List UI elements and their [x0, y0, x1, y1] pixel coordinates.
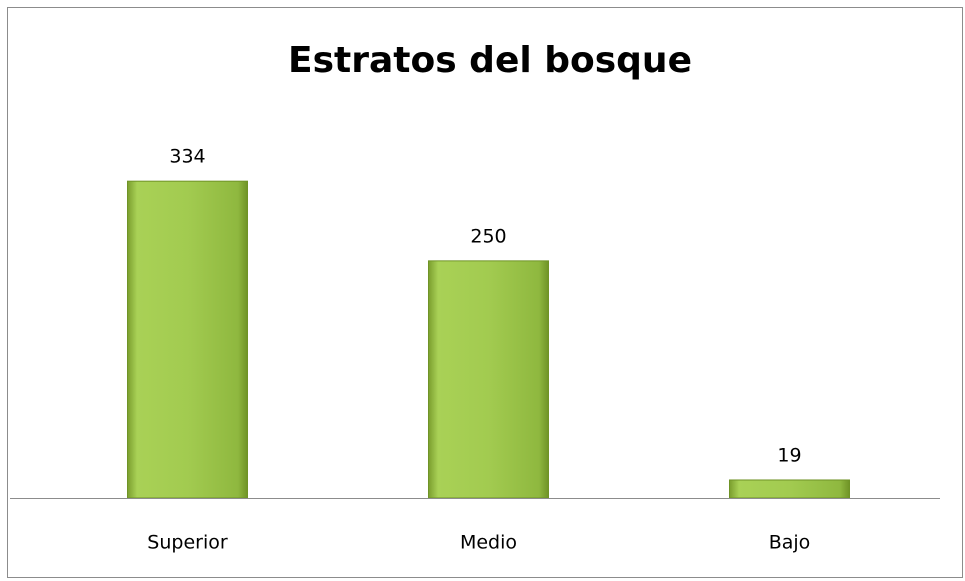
x-tick-label: Medio: [460, 532, 517, 554]
x-tick-label: Superior: [147, 532, 228, 554]
bar: [729, 479, 850, 499]
x-tick-label: Bajo: [769, 532, 811, 554]
data-label: 334: [169, 146, 205, 168]
chart-title: Estratos del bosque: [288, 40, 692, 81]
bar: [127, 180, 248, 499]
data-label: 19: [777, 444, 801, 466]
bar: [428, 260, 549, 499]
data-label: 250: [470, 225, 506, 247]
